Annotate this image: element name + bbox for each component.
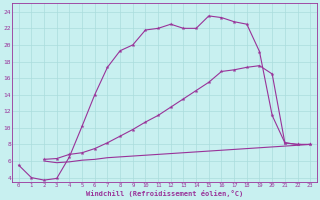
X-axis label: Windchill (Refroidissement éolien,°C): Windchill (Refroidissement éolien,°C) — [86, 190, 243, 197]
